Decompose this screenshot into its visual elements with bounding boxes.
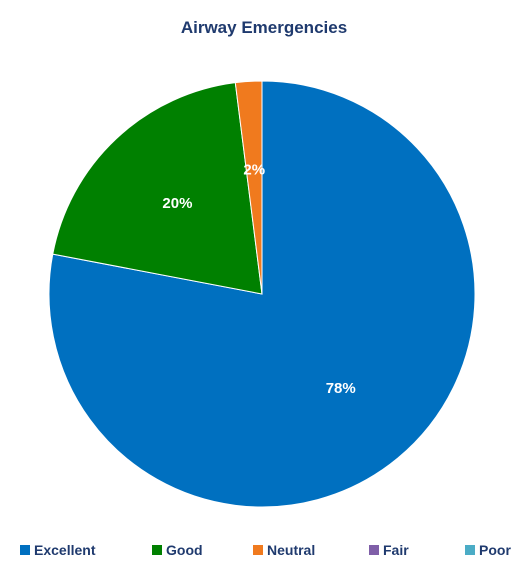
- legend: Excellent Good Neutral Fair Poor: [0, 542, 528, 562]
- legend-swatch-excellent: [20, 545, 30, 555]
- legend-label: Neutral: [267, 542, 316, 558]
- data-label-excellent: 78%: [326, 380, 356, 397]
- chart-title: Airway Emergencies: [180, 18, 348, 37]
- legend-label: Good: [166, 542, 203, 558]
- legend-swatch-neutral: [253, 545, 263, 555]
- legend-swatch-fair: [369, 545, 379, 555]
- data-label-neutral: 2%: [243, 162, 265, 179]
- legend-label: Poor: [479, 542, 511, 558]
- legend-item-poor: Poor: [465, 542, 511, 558]
- slice-neutral: [234, 80, 263, 295]
- legend-item-neutral: Neutral: [253, 542, 315, 558]
- legend-item-fair: Fair: [369, 542, 409, 558]
- data-label-good: 20%: [162, 195, 192, 212]
- legend-item-excellent: Excellent: [20, 542, 95, 558]
- legend-swatch-good: [152, 545, 162, 555]
- slice-good: [52, 82, 263, 295]
- legend-item-good: Good: [152, 542, 203, 558]
- legend-swatch-poor: [465, 545, 475, 555]
- legend-label: Excellent: [34, 542, 96, 558]
- legend-label: Fair: [383, 542, 409, 558]
